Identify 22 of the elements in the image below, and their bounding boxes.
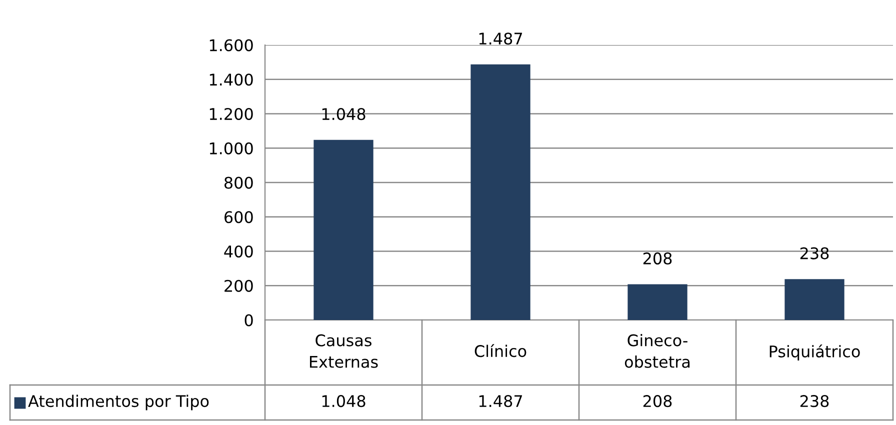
y-tick-label: 200 — [224, 280, 253, 292]
y-tick-label: 1.000 — [210, 142, 253, 154]
text: 1.487 — [479, 32, 522, 45]
y-tick-label: 400 — [224, 245, 253, 258]
data-label: 238 — [800, 395, 829, 408]
y-tick-label: 0 — [244, 314, 253, 326]
y-tick-label: 1.400 — [210, 74, 253, 86]
y-tick-label: 1.600 — [210, 39, 253, 52]
data-label: 1.487 — [479, 395, 522, 408]
data-label: 1.048 — [322, 395, 366, 408]
text: 1.048 — [322, 108, 366, 120]
x-tick-label: Gineco- obstetra — [624, 334, 690, 368]
text: 238 — [800, 247, 829, 260]
x-tick-label: Psiquiátrico — [770, 344, 860, 361]
y-tick-label: 600 — [224, 211, 253, 224]
data-label: 208 — [643, 395, 672, 408]
y-tick-label: 800 — [224, 176, 253, 189]
legend-label: Atendimentos por Tipo — [28, 394, 209, 410]
text: 208 — [643, 252, 672, 264]
x-tick-label: Clínico — [474, 344, 526, 358]
y-tick-label: 1.200 — [210, 108, 253, 120]
x-tick-label: Causas Externas — [310, 334, 378, 368]
